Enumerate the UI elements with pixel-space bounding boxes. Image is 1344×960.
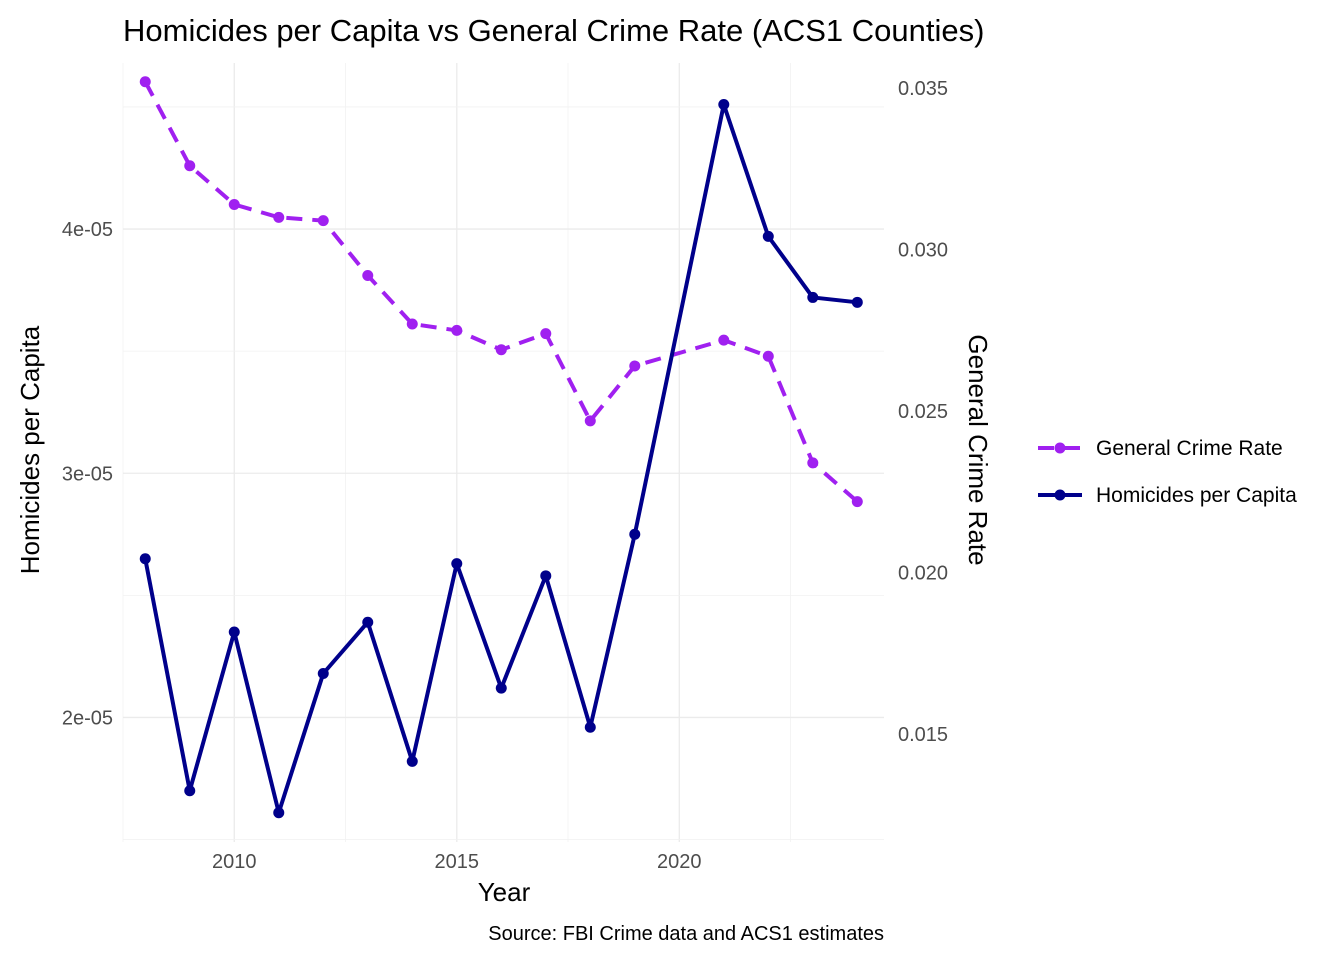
y-right-tick-label: 0.025 — [898, 401, 948, 423]
data-point — [139, 553, 151, 565]
data-point — [228, 198, 240, 210]
data-point — [718, 99, 730, 111]
legend-label: General Crime Rate — [1096, 437, 1283, 460]
data-point — [540, 570, 552, 582]
data-point — [228, 626, 240, 638]
data-point — [451, 324, 463, 336]
y-right-tick-label: 0.020 — [898, 563, 948, 585]
y-left-tick-label: 3e-05 — [62, 463, 113, 485]
data-point — [273, 807, 285, 819]
data-point — [584, 415, 596, 427]
data-point — [317, 215, 329, 227]
data-point — [762, 230, 774, 242]
data-point — [718, 334, 730, 346]
chart-title: Homicides per Capita vs General Crime Ra… — [123, 13, 984, 48]
series-homicides-per-capita — [139, 99, 863, 819]
data-point — [629, 360, 641, 372]
data-point — [406, 318, 418, 330]
legend-item: General Crime Rate — [1038, 437, 1283, 460]
data-point — [495, 682, 507, 694]
data-point — [851, 296, 863, 308]
data-point — [540, 328, 552, 340]
series-layer — [139, 76, 863, 819]
legend: General Crime Rate Homicides per Capita — [1038, 437, 1297, 507]
y-axis-left-title: Homicides per Capita — [15, 325, 45, 574]
data-point — [184, 160, 196, 172]
legend-key-point — [1054, 442, 1066, 454]
x-tick-label: 2020 — [657, 851, 702, 873]
data-point — [139, 76, 151, 88]
series-general-crime-rate — [139, 76, 863, 508]
series-line — [143, 102, 858, 815]
data-point — [851, 496, 863, 508]
data-point — [807, 457, 819, 469]
y-right-tick-label: 0.030 — [898, 240, 948, 262]
legend-label: Homicides per Capita — [1096, 484, 1297, 507]
y-left-tick-label: 4e-05 — [62, 219, 113, 241]
data-point — [184, 785, 196, 797]
data-point — [451, 558, 463, 570]
data-point — [273, 211, 285, 223]
data-point — [584, 721, 596, 733]
series-line — [143, 80, 859, 504]
x-tick-label: 2015 — [435, 851, 480, 873]
data-point — [362, 270, 374, 282]
y-left-tick-label: 2e-05 — [62, 707, 113, 729]
x-tick-label: 2010 — [212, 851, 257, 873]
legend-key-point — [1054, 489, 1066, 501]
x-axis-title: Year — [478, 877, 531, 907]
y-axis-right-title: General Crime Rate — [963, 334, 993, 565]
grid-lines — [122, 63, 884, 842]
data-point — [406, 755, 418, 767]
legend-item: Homicides per Capita — [1038, 484, 1297, 507]
data-point — [362, 616, 374, 628]
chart-caption: Source: FBI Crime data and ACS1 estimate… — [488, 923, 884, 945]
data-point — [807, 291, 819, 303]
axis-ticks: 2010 2015 2020 2e-05 3e-05 4e-05 0.015 0.020 0.0… — [62, 78, 948, 873]
data-point — [495, 344, 507, 356]
data-point — [317, 668, 329, 680]
y-right-tick-label: 0.035 — [898, 78, 948, 100]
y-right-tick-label: 0.015 — [898, 724, 948, 746]
data-point — [762, 350, 774, 362]
data-point — [629, 528, 641, 540]
